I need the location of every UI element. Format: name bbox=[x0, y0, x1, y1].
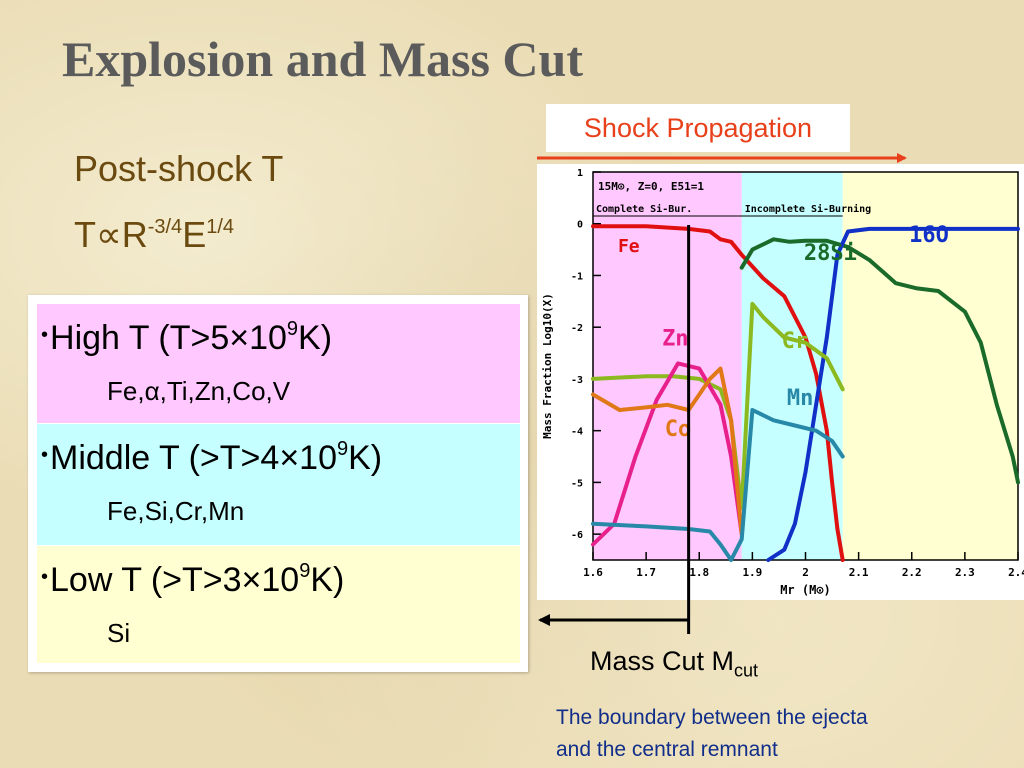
x-tick-label: 1.6 bbox=[583, 566, 603, 579]
y-axis-label: Mass Fraction Log10(X) bbox=[541, 293, 554, 439]
band-heading-text: Low T (>T>3×10 bbox=[50, 561, 300, 599]
y-tick-label: -1 bbox=[571, 271, 583, 282]
band-heading: •Middle T (>T>4×109K) bbox=[41, 438, 382, 478]
band-unit: K) bbox=[348, 439, 383, 477]
series-label-co: Co bbox=[665, 417, 692, 442]
series-line-16o bbox=[766, 226, 1020, 562]
series-label-cr: Cr bbox=[782, 329, 809, 354]
e-symbol: E bbox=[182, 214, 207, 255]
boundary-caption-line: and the central remnant bbox=[556, 738, 778, 761]
shock-propagation-label: Shock Propagation bbox=[546, 104, 850, 152]
temperature-bands-panel: •High T (T>5×109K) Fe,α,Ti,Zn,Co,V •Midd… bbox=[28, 295, 528, 672]
band-exponent: 9 bbox=[286, 318, 299, 340]
x-tick-label: 1.7 bbox=[636, 566, 656, 579]
series-label-28si: 28Si bbox=[804, 241, 857, 266]
axis-layer: 1.6 1.7 1.8 1.9 2 2.1 2.2 2.3 2.4 1 0 -1 -2 -3 -4 -5 -6 M… bbox=[541, 168, 1024, 597]
band-elements: Si bbox=[107, 618, 131, 648]
prop-symbol: ∝ bbox=[96, 214, 122, 255]
r-symbol: R bbox=[121, 214, 148, 255]
boundary-caption-line: The boundary between the ejecta bbox=[556, 706, 868, 729]
boundary-caption: The boundary between the ejecta and the … bbox=[556, 702, 868, 766]
series-label-zn: Zn bbox=[662, 326, 689, 351]
temperature-proportionality: T∝R-3/4E1/4 bbox=[74, 214, 234, 256]
e-exponent: 1/4 bbox=[206, 216, 235, 238]
band-unit: K) bbox=[298, 319, 333, 357]
series-label-mn: Mn bbox=[787, 386, 814, 411]
r-exponent: -3/4 bbox=[147, 216, 183, 238]
mass-cut-text: Mass Cut M bbox=[590, 646, 735, 676]
bullet: • bbox=[41, 444, 49, 466]
band-exponent: 9 bbox=[299, 560, 311, 582]
band-low-t: •Low T (>T>3×109K) Si bbox=[37, 546, 520, 663]
band-middle-t: •Middle T (>T>4×109K) Fe,Si,Cr,Mn bbox=[37, 424, 520, 545]
y-tick-label: -6 bbox=[571, 530, 583, 541]
y-tick-label: -4 bbox=[571, 427, 583, 438]
y-tick-label: -2 bbox=[571, 323, 583, 334]
series-line-fe bbox=[591, 224, 845, 562]
band-heading: •High T (T>5×109K) bbox=[41, 318, 332, 358]
band-heading: •Low T (>T>3×109K) bbox=[41, 560, 344, 600]
zone-label: Complete Si-Bur. bbox=[596, 203, 692, 215]
chart-header: 15M⊙, Z=0, E51=1 bbox=[598, 180, 704, 193]
y-tick-label: -5 bbox=[571, 478, 583, 489]
t-symbol: T bbox=[74, 214, 96, 255]
bullet: • bbox=[41, 566, 49, 588]
post-shock-heading: Post-shock T bbox=[74, 148, 284, 189]
band-heading-text: Middle T (>T>4×10 bbox=[50, 439, 337, 477]
y-tick-label: 0 bbox=[577, 220, 583, 231]
x-tick-label: 1.9 bbox=[742, 566, 762, 579]
series-label-16o: 16O bbox=[909, 223, 949, 248]
x-tick-label: 2.3 bbox=[955, 566, 975, 579]
band-elements: Fe,α,Ti,Zn,Co,V bbox=[107, 376, 291, 406]
series-line-co bbox=[591, 366, 744, 537]
x-tick-label: 2 bbox=[802, 566, 809, 579]
band-heading-text: High T (T>5×10 bbox=[50, 319, 287, 357]
x-tick-label: 2.1 bbox=[849, 566, 869, 579]
mass-cut-label: Mass Cut Mcut bbox=[590, 646, 758, 681]
slide-title: Explosion and Mass Cut bbox=[62, 31, 583, 87]
band-unit: K) bbox=[310, 561, 345, 599]
mass-cut-subscript: cut bbox=[734, 660, 759, 681]
burning-zone bbox=[741, 172, 843, 560]
burning-zone bbox=[593, 172, 742, 560]
series-line-28si bbox=[739, 237, 1020, 485]
bullet: • bbox=[41, 324, 49, 346]
label-layer: Fe 28Si 16O Cr Zn Co Mn bbox=[618, 223, 949, 442]
series-line-zn bbox=[591, 361, 744, 547]
series-label-fe: Fe bbox=[618, 236, 640, 257]
x-axis-label: Mr (M⊙) bbox=[780, 583, 831, 597]
x-tick-label: 2.4 bbox=[1008, 566, 1024, 579]
band-elements: Fe,Si,Cr,Mn bbox=[107, 496, 245, 526]
y-tick-label: 1 bbox=[577, 168, 583, 179]
x-tick-label: 1.8 bbox=[689, 566, 709, 579]
zone-label: Incomplete Si-Burning bbox=[745, 203, 871, 215]
band-high-t: •High T (T>5×109K) Fe,α,Ti,Zn,Co,V bbox=[37, 304, 520, 423]
x-tick-label: 2.2 bbox=[902, 566, 922, 579]
band-exponent: 9 bbox=[337, 438, 349, 460]
y-tick-label: -3 bbox=[571, 375, 583, 386]
series-layer bbox=[591, 224, 1020, 562]
